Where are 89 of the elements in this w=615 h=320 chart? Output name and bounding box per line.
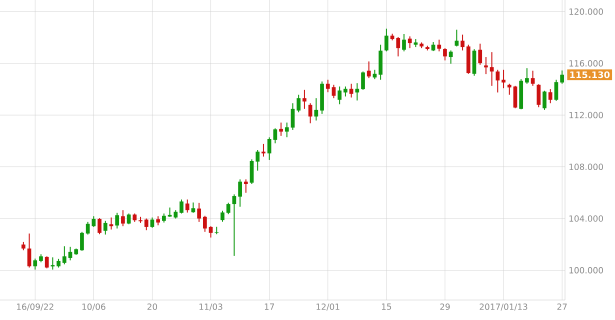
x-tick-label: 15 bbox=[382, 304, 392, 310]
candlestick bbox=[98, 218, 102, 235]
candlestick bbox=[302, 89, 306, 110]
candlestick bbox=[396, 36, 400, 57]
candlestick bbox=[156, 216, 160, 226]
candlestick bbox=[44, 256, 49, 269]
y-tick-label: 108.000 bbox=[569, 164, 603, 170]
candlestick bbox=[296, 94, 301, 113]
candlestick bbox=[27, 233, 32, 268]
candlestick bbox=[443, 48, 447, 61]
candlestick bbox=[80, 231, 84, 252]
x-tick-label: 11/03 bbox=[200, 304, 222, 311]
candlestick bbox=[86, 221, 90, 236]
candlestick bbox=[560, 70, 564, 84]
candlestick bbox=[507, 83, 512, 96]
candlestick bbox=[279, 122, 283, 136]
candlestick bbox=[530, 70, 535, 86]
candlestick bbox=[484, 56, 488, 75]
candlestick bbox=[250, 158, 254, 185]
candlestick bbox=[332, 84, 336, 99]
candlestick bbox=[490, 52, 494, 86]
x-tick-label: 16/09/22 bbox=[17, 304, 54, 311]
candlestick bbox=[62, 246, 66, 265]
candlestick bbox=[355, 82, 360, 101]
text: 115.130 bbox=[570, 71, 610, 78]
x-tick-label: 17 bbox=[264, 304, 274, 310]
candlestick bbox=[232, 194, 236, 256]
candlestick bbox=[308, 102, 312, 124]
x-tick-label: 29 bbox=[440, 304, 450, 310]
candlestick bbox=[50, 256, 55, 270]
candlestick bbox=[460, 34, 464, 51]
candlestick bbox=[314, 98, 318, 122]
candlestick bbox=[472, 48, 476, 76]
y-tick-label: 116.000 bbox=[569, 60, 603, 67]
candlestick bbox=[431, 42, 436, 52]
candlestick bbox=[384, 28, 388, 52]
candlestick bbox=[150, 217, 154, 228]
x-tick-label: 2017/01/13 bbox=[480, 304, 528, 311]
candlestick bbox=[262, 143, 266, 158]
candlestick bbox=[180, 199, 184, 214]
candlestick bbox=[121, 210, 125, 227]
candlestick bbox=[542, 90, 546, 110]
candlestick bbox=[536, 84, 541, 108]
candlestick bbox=[402, 34, 406, 52]
candlestick bbox=[191, 202, 196, 214]
candlestick bbox=[448, 50, 453, 64]
candlestick bbox=[33, 258, 38, 270]
candlestick bbox=[326, 79, 330, 93]
y-tick-label: 112.000 bbox=[569, 112, 603, 118]
candlestick bbox=[109, 217, 114, 230]
candlestick bbox=[478, 43, 482, 66]
candlestick bbox=[513, 85, 518, 109]
candlestick bbox=[408, 36, 412, 49]
candlestick bbox=[103, 220, 108, 236]
candlestick bbox=[437, 39, 442, 52]
candlestick bbox=[126, 212, 131, 225]
candlestick bbox=[548, 88, 552, 104]
x-tick-label: 27 bbox=[557, 304, 567, 310]
y-tick-label: 120.000 bbox=[569, 8, 603, 15]
candlestick bbox=[244, 178, 248, 194]
candlestick bbox=[238, 178, 242, 208]
candlestick bbox=[284, 122, 289, 138]
candlestick bbox=[197, 202, 202, 222]
candlestick bbox=[366, 60, 371, 79]
y-tick-label: 104.000 bbox=[569, 215, 603, 222]
candlestick bbox=[226, 202, 230, 215]
candlestick bbox=[349, 83, 354, 98]
candlestick bbox=[525, 68, 529, 84]
candlestick bbox=[162, 212, 166, 224]
candlestick bbox=[502, 69, 506, 89]
candlestick bbox=[273, 128, 278, 144]
candlestick bbox=[554, 79, 558, 102]
x-tick-label: 12/01 bbox=[316, 304, 340, 311]
candlestick bbox=[220, 210, 224, 222]
x-tick-label: 20 bbox=[147, 304, 158, 310]
candlestick bbox=[185, 199, 190, 214]
candlestick bbox=[344, 86, 348, 97]
candlestick bbox=[256, 149, 260, 172]
candlestick bbox=[454, 29, 459, 47]
candlestick bbox=[144, 218, 148, 231]
x-tick-label: 10/06 bbox=[82, 304, 106, 311]
y-tick-label: 100.000 bbox=[569, 267, 603, 274]
candlestick bbox=[267, 136, 272, 160]
candlestick bbox=[208, 226, 213, 238]
candlestick bbox=[361, 71, 365, 90]
candlestick bbox=[115, 212, 120, 229]
candlestick bbox=[496, 69, 500, 93]
candlestick bbox=[338, 86, 342, 105]
candlestick bbox=[202, 215, 207, 232]
